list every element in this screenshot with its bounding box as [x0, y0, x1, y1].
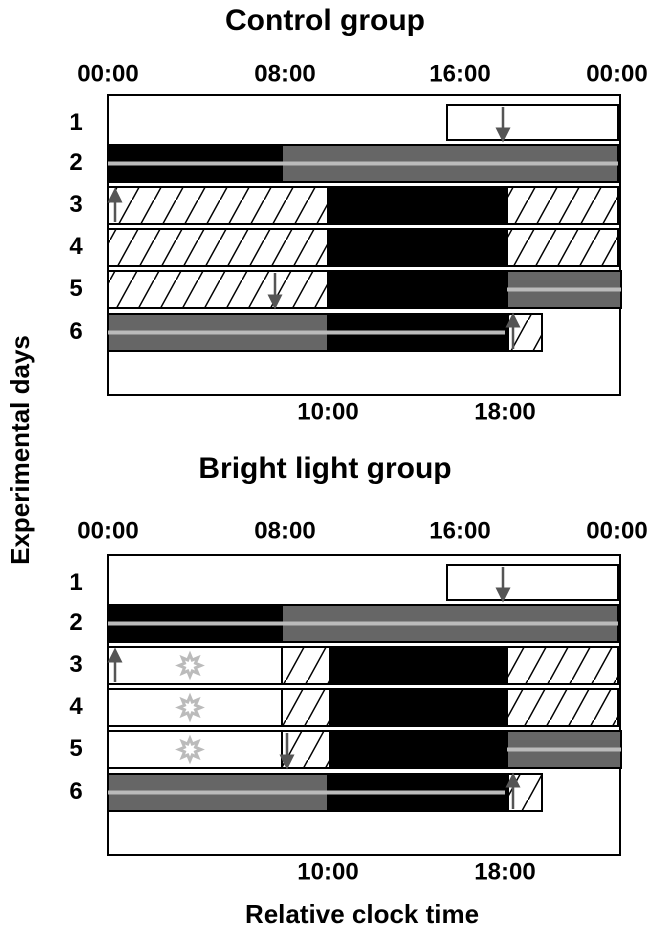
top-tick-label: 00:00 [77, 517, 138, 544]
hatched-bar [281, 688, 331, 727]
day-label: 3 [69, 191, 82, 218]
bright-light-icon [175, 650, 205, 681]
dark-bar [329, 688, 508, 727]
bottom-tick-label: 10:00 [297, 398, 358, 425]
y-axis-label: Experimental days [5, 335, 35, 565]
day-label: 4 [69, 693, 83, 720]
day-label: 2 [69, 149, 82, 176]
hatched-bar [506, 646, 619, 685]
dark-bar [327, 270, 508, 309]
hatched-bar [107, 186, 329, 225]
dark-bar [329, 730, 508, 769]
day-label: 3 [69, 651, 82, 678]
top-tick-label: 00:00 [77, 60, 138, 87]
wake-bar [446, 564, 619, 601]
bottom-tick-label: 10:00 [297, 858, 358, 885]
bottom-tick-label: 18:00 [474, 858, 535, 885]
top-tick-label: 16:00 [429, 517, 490, 544]
day-label: 6 [69, 318, 82, 345]
top-tick-label: 08:00 [254, 517, 315, 544]
bright-light-icon [175, 734, 205, 765]
day-label: 4 [69, 233, 83, 260]
day-label: 6 [69, 778, 82, 805]
hatched-bar [506, 228, 619, 267]
panel-title: Control group [225, 4, 425, 37]
bottom-tick-label: 18:00 [474, 398, 535, 425]
top-tick-label: 00:00 [586, 517, 647, 544]
top-tick-label: 16:00 [429, 60, 490, 87]
day-label: 2 [69, 609, 82, 636]
day-label: 5 [69, 735, 82, 762]
x-axis-label: Relative clock time [245, 899, 479, 929]
bright-light-icon [175, 692, 205, 723]
wake-bar [446, 104, 619, 141]
panel-title: Bright light group [198, 452, 451, 485]
dark-bar [327, 186, 508, 225]
hatched-bar [107, 228, 329, 267]
hatched-bar [281, 646, 331, 685]
dark-bar [329, 646, 508, 685]
hatched-bar [506, 186, 619, 225]
hatched-bar [107, 270, 329, 309]
day-label: 1 [69, 569, 82, 596]
day-label: 5 [69, 275, 82, 302]
top-tick-label: 08:00 [254, 60, 315, 87]
hatched-bar [281, 730, 331, 769]
top-tick-label: 00:00 [586, 60, 647, 87]
hatched-bar [506, 688, 619, 727]
dark-bar [327, 228, 508, 267]
day-label: 1 [69, 109, 82, 136]
